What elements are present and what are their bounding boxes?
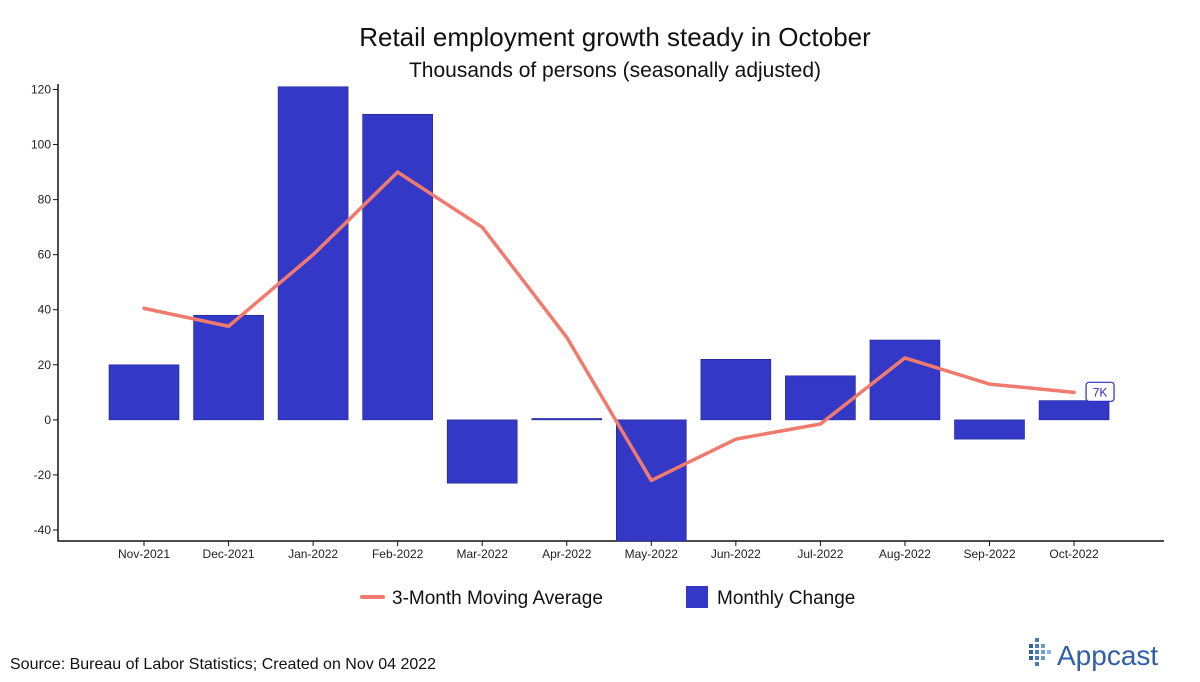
- bar-Jun-2022: [700, 359, 772, 421]
- bar-Mar-2022: [446, 419, 518, 484]
- y-tick-label: -20: [34, 468, 52, 482]
- legend-label: 3-Month Moving Average: [392, 588, 603, 609]
- appcast-logo-icon: [1029, 638, 1051, 666]
- appcast-logo-text: Appcast: [1057, 640, 1158, 671]
- x-tick-label: Oct-2022: [1049, 547, 1099, 561]
- appcast-logo: Appcast: [1029, 638, 1158, 671]
- y-tick-label: 100: [31, 138, 51, 152]
- value-callout: 7K: [1085, 381, 1115, 402]
- y-tick-label: -40: [34, 523, 52, 537]
- y-tick-label: 120: [31, 83, 51, 97]
- legend: 3-Month Moving Average Monthly Change: [360, 586, 855, 609]
- x-tick-label: Jan-2022: [288, 547, 338, 561]
- bar-Apr-2022: [531, 418, 603, 421]
- plot-area: -40 -20 0 20 40 60 80 100 120 Nov-2021 Dec-2021 Jan…: [31, 83, 1164, 561]
- x-tick-label: Feb-2022: [372, 547, 424, 561]
- chart-subtitle: Thousands of persons (seasonally adjuste…: [409, 59, 821, 82]
- y-tick-label: 0: [44, 413, 51, 427]
- chart-title: Retail employment growth steady in Octob…: [359, 22, 871, 52]
- source-note: Source: Bureau of Labor Statistics; Crea…: [10, 656, 436, 673]
- legend-swatch-bar: [686, 586, 708, 608]
- x-tick-label: Jul-2022: [797, 547, 843, 561]
- x-tick-label: Sep-2022: [963, 547, 1015, 561]
- y-tick-label: 80: [38, 193, 52, 207]
- legend-item-monthly-change: Monthly Change: [686, 586, 855, 609]
- bar-Oct-2022: [1038, 400, 1110, 421]
- x-tick-label: Aug-2022: [879, 547, 931, 561]
- bar-Aug-2022: [869, 339, 941, 421]
- x-tick-label: Jun-2022: [711, 547, 761, 561]
- legend-label: Monthly Change: [717, 588, 855, 609]
- x-tick-label: Mar-2022: [457, 547, 509, 561]
- bar-Dec-2021: [193, 314, 264, 421]
- legend-item-moving-average: 3-Month Moving Average: [360, 588, 603, 609]
- bar-Nov-2021: [108, 364, 180, 421]
- x-tick-label: Apr-2022: [542, 547, 592, 561]
- x-tick-label: May-2022: [625, 547, 679, 561]
- callout-label: 7K: [1093, 385, 1108, 399]
- x-tick-label: Nov-2021: [118, 547, 170, 561]
- bar-Feb-2022: [362, 113, 433, 421]
- y-tick-label: 60: [38, 248, 52, 262]
- y-tick-label: 20: [38, 358, 52, 372]
- x-tick-label: Dec-2021: [203, 547, 255, 561]
- bar-Sep-2022: [954, 419, 1025, 440]
- moving-average-line: [142, 170, 1076, 483]
- bar-Jul-2022: [785, 375, 856, 421]
- y-tick-label: 40: [38, 303, 52, 317]
